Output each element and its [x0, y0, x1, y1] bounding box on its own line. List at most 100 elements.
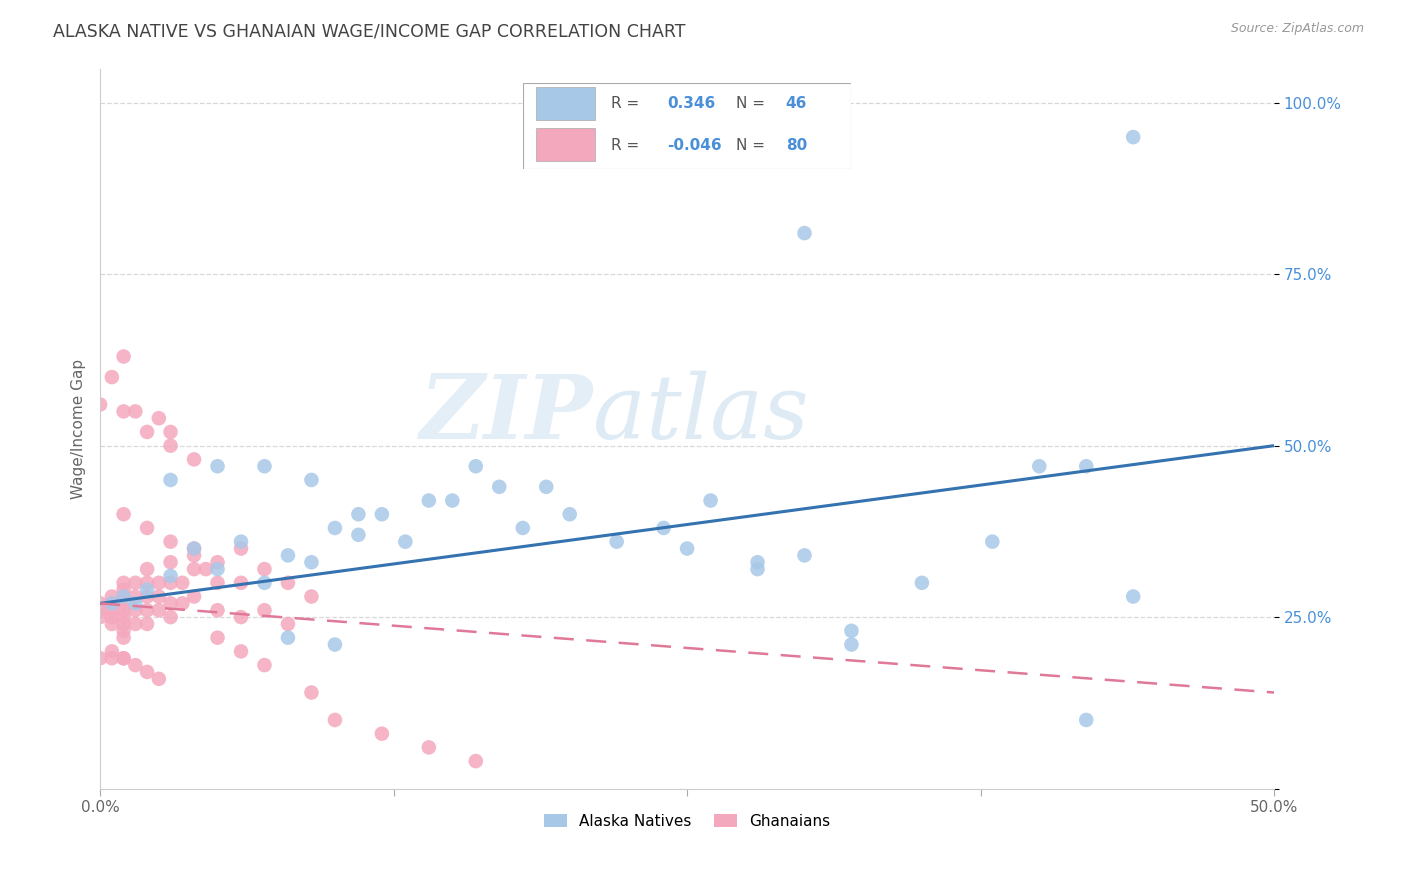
Alaska Natives	[394, 534, 416, 549]
Text: ALASKA NATIVE VS GHANAIAN WAGE/INCOME GAP CORRELATION CHART: ALASKA NATIVE VS GHANAIAN WAGE/INCOME GA…	[53, 22, 686, 40]
Ghanaians	[101, 651, 124, 665]
Alaska Natives	[793, 226, 815, 240]
Alaska Natives	[347, 528, 370, 542]
Ghanaians	[371, 726, 394, 740]
Ghanaians	[101, 370, 124, 384]
Alaska Natives	[699, 493, 721, 508]
Ghanaians	[418, 740, 440, 755]
Y-axis label: Wage/Income Gap: Wage/Income Gap	[72, 359, 86, 499]
Ghanaians	[148, 575, 170, 590]
Ghanaians	[253, 562, 276, 576]
Ghanaians	[136, 590, 159, 604]
Ghanaians	[148, 603, 170, 617]
Alaska Natives	[207, 562, 229, 576]
Alaska Natives	[1076, 459, 1098, 474]
Ghanaians	[101, 610, 124, 624]
Ghanaians	[301, 590, 323, 604]
Alaska Natives	[207, 459, 229, 474]
Text: ZIP: ZIP	[420, 371, 593, 458]
Ghanaians	[101, 603, 124, 617]
Ghanaians	[101, 596, 124, 610]
Alaska Natives	[652, 521, 675, 535]
Ghanaians	[136, 562, 159, 576]
Ghanaians	[112, 651, 135, 665]
Alaska Natives	[159, 569, 181, 583]
Alaska Natives	[512, 521, 534, 535]
Ghanaians	[207, 575, 229, 590]
Ghanaians	[159, 534, 181, 549]
Ghanaians	[148, 672, 170, 686]
Ghanaians	[112, 350, 135, 364]
Alaska Natives	[323, 521, 346, 535]
Alaska Natives	[558, 507, 581, 521]
Ghanaians	[112, 624, 135, 638]
Ghanaians	[136, 425, 159, 439]
Alaska Natives	[676, 541, 699, 556]
Ghanaians	[229, 541, 252, 556]
Ghanaians	[89, 596, 111, 610]
Alaska Natives	[253, 575, 276, 590]
Ghanaians	[229, 610, 252, 624]
Ghanaians	[183, 590, 205, 604]
Ghanaians	[183, 562, 205, 576]
Ghanaians	[89, 651, 111, 665]
Alaska Natives	[277, 549, 299, 563]
Ghanaians	[253, 603, 276, 617]
Alaska Natives	[418, 493, 440, 508]
Alaska Natives	[488, 480, 510, 494]
Ghanaians	[253, 658, 276, 673]
Ghanaians	[159, 555, 181, 569]
Ghanaians	[229, 644, 252, 658]
Alaska Natives	[124, 596, 146, 610]
Alaska Natives	[464, 459, 486, 474]
Ghanaians	[183, 452, 205, 467]
Ghanaians	[159, 439, 181, 453]
Ghanaians	[112, 582, 135, 597]
Ghanaians	[136, 665, 159, 679]
Ghanaians	[124, 616, 146, 631]
Text: Source: ZipAtlas.com: Source: ZipAtlas.com	[1230, 22, 1364, 36]
Alaska Natives	[101, 596, 124, 610]
Ghanaians	[207, 631, 229, 645]
Ghanaians	[159, 425, 181, 439]
Alaska Natives	[301, 555, 323, 569]
Alaska Natives	[229, 534, 252, 549]
Ghanaians	[124, 603, 146, 617]
Alaska Natives	[441, 493, 464, 508]
Ghanaians	[112, 603, 135, 617]
Ghanaians	[159, 596, 181, 610]
Alaska Natives	[183, 541, 205, 556]
Ghanaians	[183, 541, 205, 556]
Ghanaians	[207, 555, 229, 569]
Ghanaians	[124, 404, 146, 418]
Ghanaians	[148, 590, 170, 604]
Legend: Alaska Natives, Ghanaians: Alaska Natives, Ghanaians	[537, 807, 837, 835]
Ghanaians	[464, 754, 486, 768]
Alaska Natives	[606, 534, 628, 549]
Ghanaians	[277, 575, 299, 590]
Alaska Natives	[1076, 713, 1098, 727]
Ghanaians	[159, 610, 181, 624]
Ghanaians	[194, 562, 217, 576]
Ghanaians	[124, 658, 146, 673]
Ghanaians	[229, 575, 252, 590]
Alaska Natives	[347, 507, 370, 521]
Ghanaians	[148, 411, 170, 425]
Ghanaians	[277, 616, 299, 631]
Alaska Natives	[747, 555, 769, 569]
Alaska Natives	[159, 473, 181, 487]
Ghanaians	[112, 596, 135, 610]
Ghanaians	[301, 685, 323, 699]
Alaska Natives	[1028, 459, 1050, 474]
Alaska Natives	[1122, 130, 1144, 145]
Alaska Natives	[1122, 590, 1144, 604]
Ghanaians	[89, 603, 111, 617]
Alaska Natives	[841, 624, 863, 638]
Ghanaians	[112, 631, 135, 645]
Ghanaians	[136, 575, 159, 590]
Alaska Natives	[277, 631, 299, 645]
Alaska Natives	[301, 473, 323, 487]
Ghanaians	[207, 603, 229, 617]
Ghanaians	[172, 575, 194, 590]
Ghanaians	[172, 596, 194, 610]
